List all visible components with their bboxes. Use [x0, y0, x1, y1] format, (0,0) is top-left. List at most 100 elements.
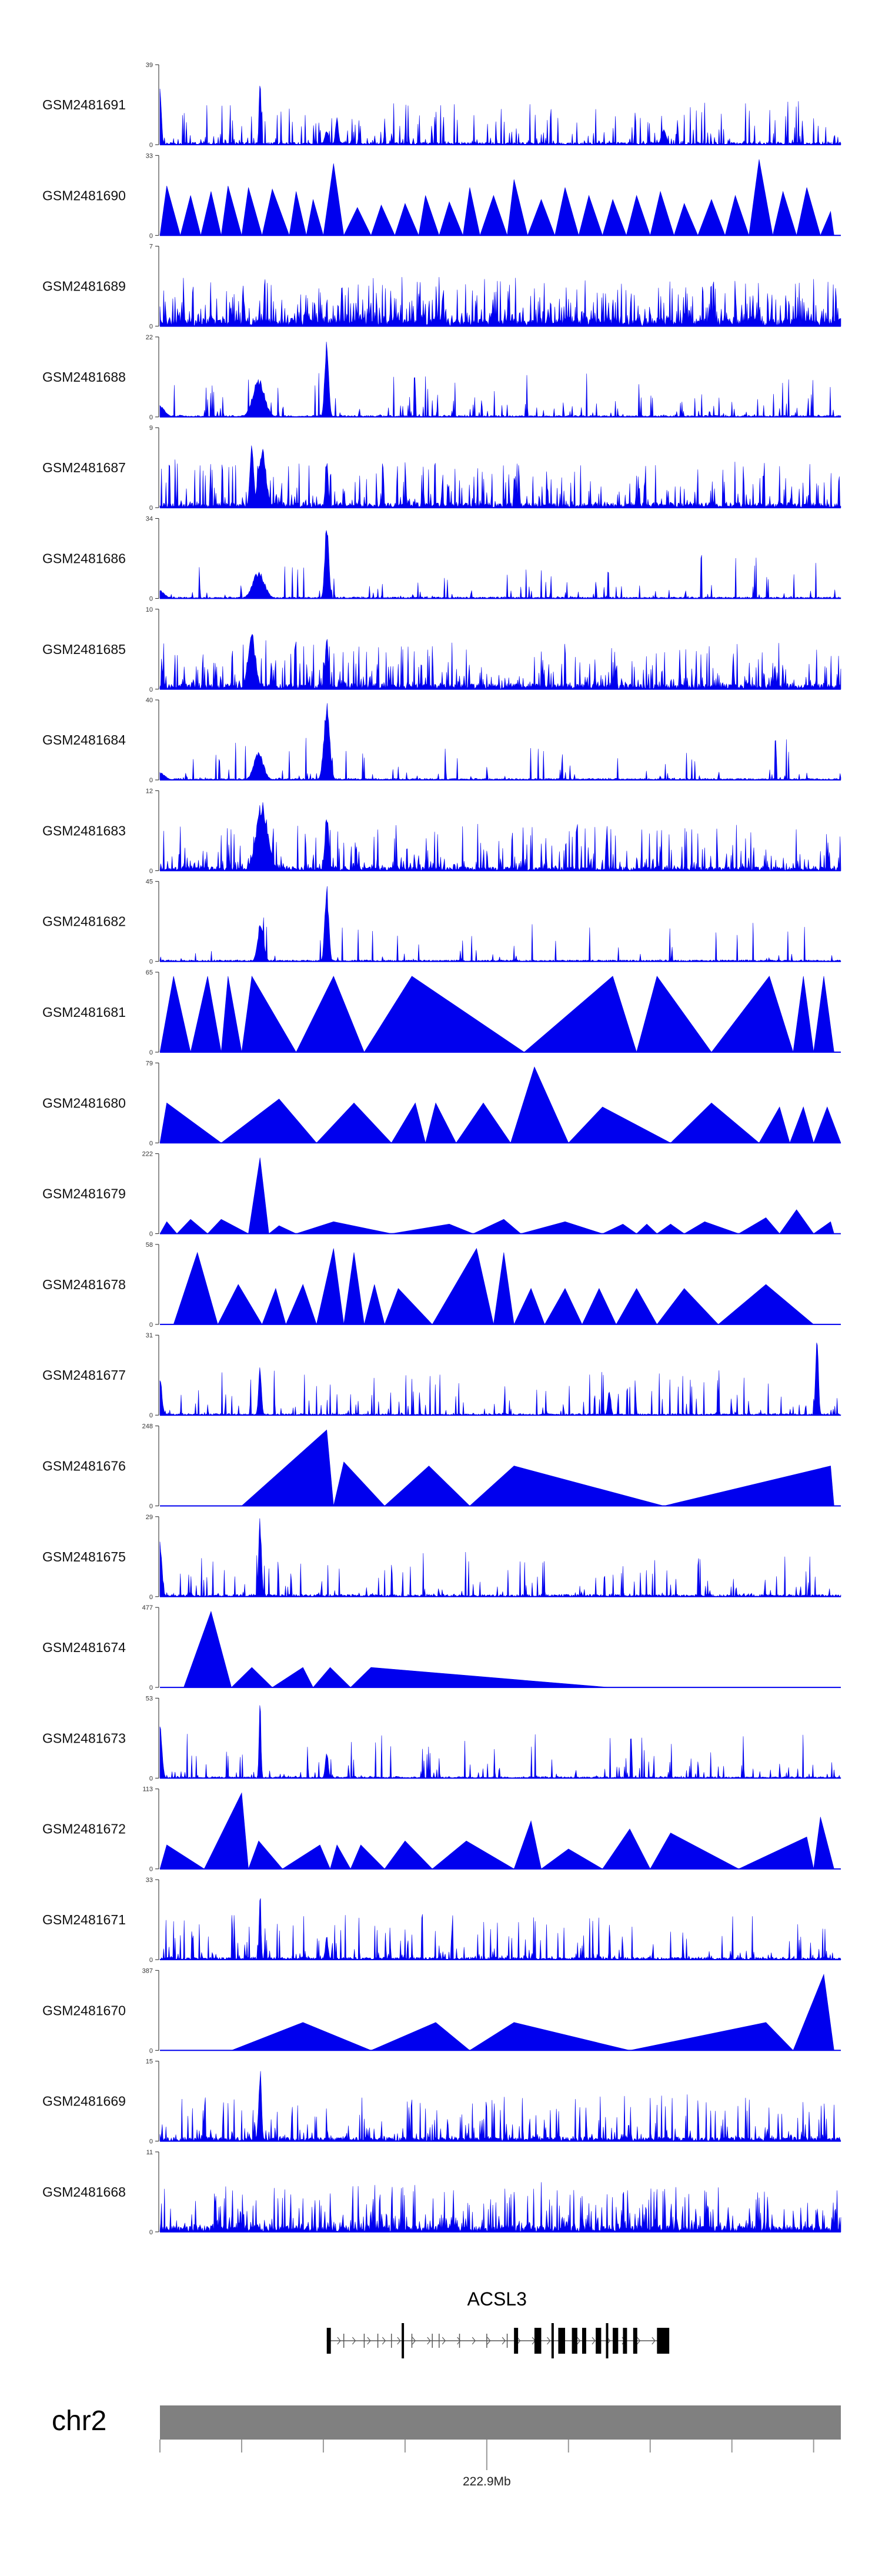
- track-label: GSM2481668: [42, 2184, 126, 2200]
- signal-area: [159, 1792, 834, 1870]
- gene-exon: [514, 2328, 519, 2354]
- track-label: GSM2481679: [42, 1186, 126, 1202]
- strand-arrow-icon: [487, 2337, 491, 2345]
- y-axis-max-label: 15: [146, 2058, 153, 2066]
- track-label: GSM2481672: [42, 1821, 126, 1837]
- signal-area: [159, 1518, 841, 1597]
- track-gsm2481682: GSM2481682 45 0: [42, 879, 841, 966]
- track-label: GSM2481676: [42, 1459, 126, 1474]
- y-axis-min-label: 0: [149, 1594, 153, 1601]
- signal-area: [159, 633, 841, 690]
- chromosome-band: [160, 2405, 841, 2440]
- track-gsm2481688: GSM2481688 22 0: [42, 334, 841, 421]
- gene-exon: [582, 2328, 586, 2354]
- y-axis-max-label: 58: [146, 1242, 153, 1249]
- signal-area: [159, 159, 834, 236]
- gene-exon: [558, 2328, 566, 2354]
- strand-arrow-icon: [547, 2337, 551, 2345]
- y-axis-min-label: 0: [149, 323, 153, 331]
- y-axis-min-label: 0: [149, 1957, 153, 1964]
- strand-arrow-icon: [382, 2337, 386, 2345]
- track-gsm2481672: GSM2481672 113 0: [42, 1786, 841, 1873]
- track-gsm2481676: GSM2481676 248 0: [42, 1423, 841, 1510]
- gene-exon: [633, 2328, 637, 2354]
- y-axis-max-label: 387: [142, 1967, 153, 1974]
- track-label: GSM2481673: [42, 1730, 126, 1746]
- strand-arrow-icon: [337, 2337, 341, 2345]
- track-label: GSM2481688: [42, 369, 126, 385]
- track-gsm2481691: GSM2481691 39 0: [42, 62, 841, 149]
- strand-arrow-icon: [652, 2337, 656, 2345]
- y-axis-min-label: 0: [149, 777, 153, 784]
- y-axis-max-label: 11: [146, 2149, 153, 2156]
- y-axis-max-label: 40: [146, 697, 153, 704]
- y-axis-min-label: 0: [149, 1866, 153, 1873]
- gene-exon: [596, 2328, 602, 2354]
- signal-area: [160, 1973, 834, 2051]
- y-axis-min-label: 0: [149, 414, 153, 421]
- strand-arrow-icon: [412, 2337, 416, 2345]
- y-axis-min-label: 0: [149, 1049, 153, 1056]
- y-axis-min-label: 0: [149, 959, 153, 966]
- signal-area: [159, 703, 841, 780]
- y-axis-max-label: 7: [149, 243, 153, 251]
- track-label: GSM2481678: [42, 1277, 126, 1292]
- track-gsm2481670: GSM2481670 387 0: [42, 1967, 841, 2054]
- strand-arrow-icon: [457, 2337, 461, 2345]
- track-label: GSM2481684: [42, 732, 126, 748]
- track-label: GSM2481689: [42, 279, 126, 294]
- y-axis-max-label: 34: [146, 516, 153, 523]
- gene-exon: [572, 2328, 577, 2354]
- strand-arrow-icon: [472, 2337, 476, 2345]
- gene-exon: [613, 2328, 619, 2354]
- signal-area: [159, 1066, 841, 1144]
- signal-area: [159, 1705, 841, 1779]
- strand-arrow-icon: [517, 2337, 521, 2345]
- signal-area: [159, 2182, 841, 2233]
- signal-area: [159, 2071, 841, 2142]
- signal-area: [159, 1898, 841, 1961]
- signal-area: [160, 1610, 610, 1688]
- track-gsm2481671: GSM2481671 33 0: [42, 1877, 841, 1964]
- track-gsm2481684: GSM2481684 40 0: [42, 697, 841, 784]
- strand-arrow-icon: [577, 2337, 581, 2345]
- gene-exon: [534, 2328, 542, 2354]
- signal-area: [159, 85, 841, 146]
- y-axis-max-label: 79: [146, 1060, 153, 1067]
- signal-area: [159, 342, 841, 418]
- y-axis-min-label: 0: [149, 596, 153, 603]
- track-label: GSM2481685: [42, 642, 126, 657]
- track-gsm2481673: GSM2481673 53 0: [42, 1695, 841, 1782]
- strand-arrow-icon: [352, 2337, 356, 2345]
- y-axis-min-label: 0: [149, 1775, 153, 1782]
- y-axis-max-label: 10: [146, 606, 153, 613]
- gene-exon: [606, 2323, 609, 2358]
- signal-tracks: GSM2481691390GSM2481690330GSM248168970GS…: [42, 62, 841, 2236]
- track-label: GSM2481690: [42, 188, 126, 203]
- track-gsm2481677: GSM2481677 31 0: [42, 1332, 841, 1419]
- y-axis-max-label: 39: [146, 62, 153, 69]
- signal-area: [159, 886, 841, 962]
- track-gsm2481678: GSM2481678 58 0: [42, 1242, 841, 1329]
- track-label: GSM2481669: [42, 2094, 126, 2109]
- track-gsm2481679: GSM2481679 222 0: [42, 1151, 841, 1238]
- y-axis-min-label: 0: [149, 1503, 153, 1510]
- track-label: GSM2481686: [42, 551, 126, 566]
- y-axis-max-label: 12: [146, 788, 153, 795]
- y-axis-min-label: 0: [149, 142, 153, 149]
- y-axis-max-label: 33: [146, 1877, 153, 1884]
- y-axis-min-label: 0: [149, 2138, 153, 2145]
- y-axis-min-label: 0: [149, 867, 153, 875]
- y-axis-max-label: 53: [146, 1695, 153, 1702]
- track-label: GSM2481675: [42, 1549, 126, 1564]
- y-axis-max-label: 45: [146, 879, 153, 886]
- y-axis-min-label: 0: [149, 1322, 153, 1329]
- y-axis-min-label: 0: [149, 2229, 153, 2236]
- y-axis-min-label: 0: [149, 1140, 153, 1147]
- position-label: 222.9Mb: [463, 2475, 511, 2488]
- track-label: GSM2481670: [42, 2003, 126, 2018]
- track-label: GSM2481683: [42, 823, 126, 838]
- track-gsm2481668: GSM2481668 11 0: [42, 2149, 841, 2236]
- track-label: GSM2481677: [42, 1367, 126, 1383]
